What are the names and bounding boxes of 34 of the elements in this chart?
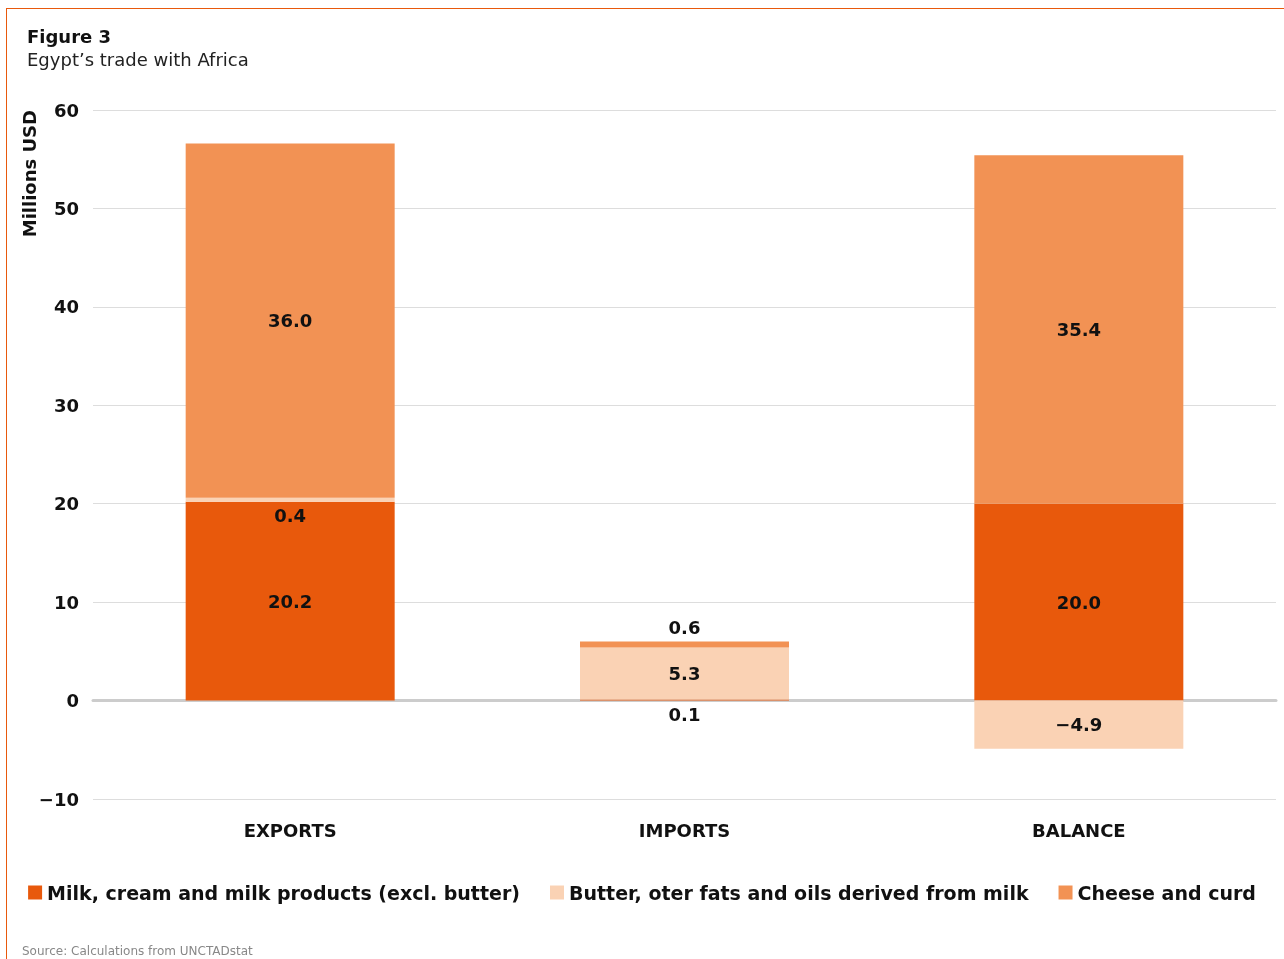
y-tick-label: 30	[53, 394, 79, 416]
bar	[974, 700, 1184, 749]
source-note: Source: Calculations from UNCTADstat	[22, 944, 254, 958]
bar	[974, 503, 1184, 701]
bar	[185, 501, 395, 701]
y-tick-label: 60	[53, 99, 79, 121]
legend-label: Butter, oter fats and oils derived from milk	[568, 881, 1029, 904]
y-tick-label: −10	[38, 788, 79, 810]
bar	[580, 647, 789, 700]
data-label: 35.4	[1056, 319, 1102, 340]
data-label: 0.1	[668, 704, 701, 726]
chart-title: Figure 3	[27, 25, 112, 47]
y-tick-label: 40	[53, 296, 79, 318]
y-axis-title: Millions USD	[18, 110, 40, 238]
x-tick-label: IMPORTS	[638, 819, 731, 841]
y-tick-label: 10	[53, 591, 79, 613]
bar	[185, 143, 395, 498]
x-tick-label: EXPORTS	[243, 819, 337, 841]
data-label: 0.6	[668, 617, 701, 639]
legend-label: Milk, cream and milk products (excl. butter)	[47, 881, 520, 904]
bar	[974, 155, 1184, 504]
y-tick-label: 0	[66, 690, 79, 712]
data-label: 0.4	[274, 505, 307, 527]
x-tick-label: BALANCE	[1032, 819, 1126, 841]
data-label: −4.9	[1055, 714, 1103, 736]
legend-label: Cheese and curd	[1077, 881, 1256, 904]
data-label: 20.2	[267, 590, 313, 612]
y-tick-label: 20	[53, 493, 79, 515]
bar	[185, 497, 395, 502]
chart-subtitle: Egypt’s trade with Africa	[27, 48, 249, 70]
data-label: 20.0	[1056, 591, 1102, 613]
data-label: 36.0	[267, 310, 313, 332]
y-tick-label: 50	[53, 197, 79, 219]
data-label: 5.3	[668, 663, 701, 684]
